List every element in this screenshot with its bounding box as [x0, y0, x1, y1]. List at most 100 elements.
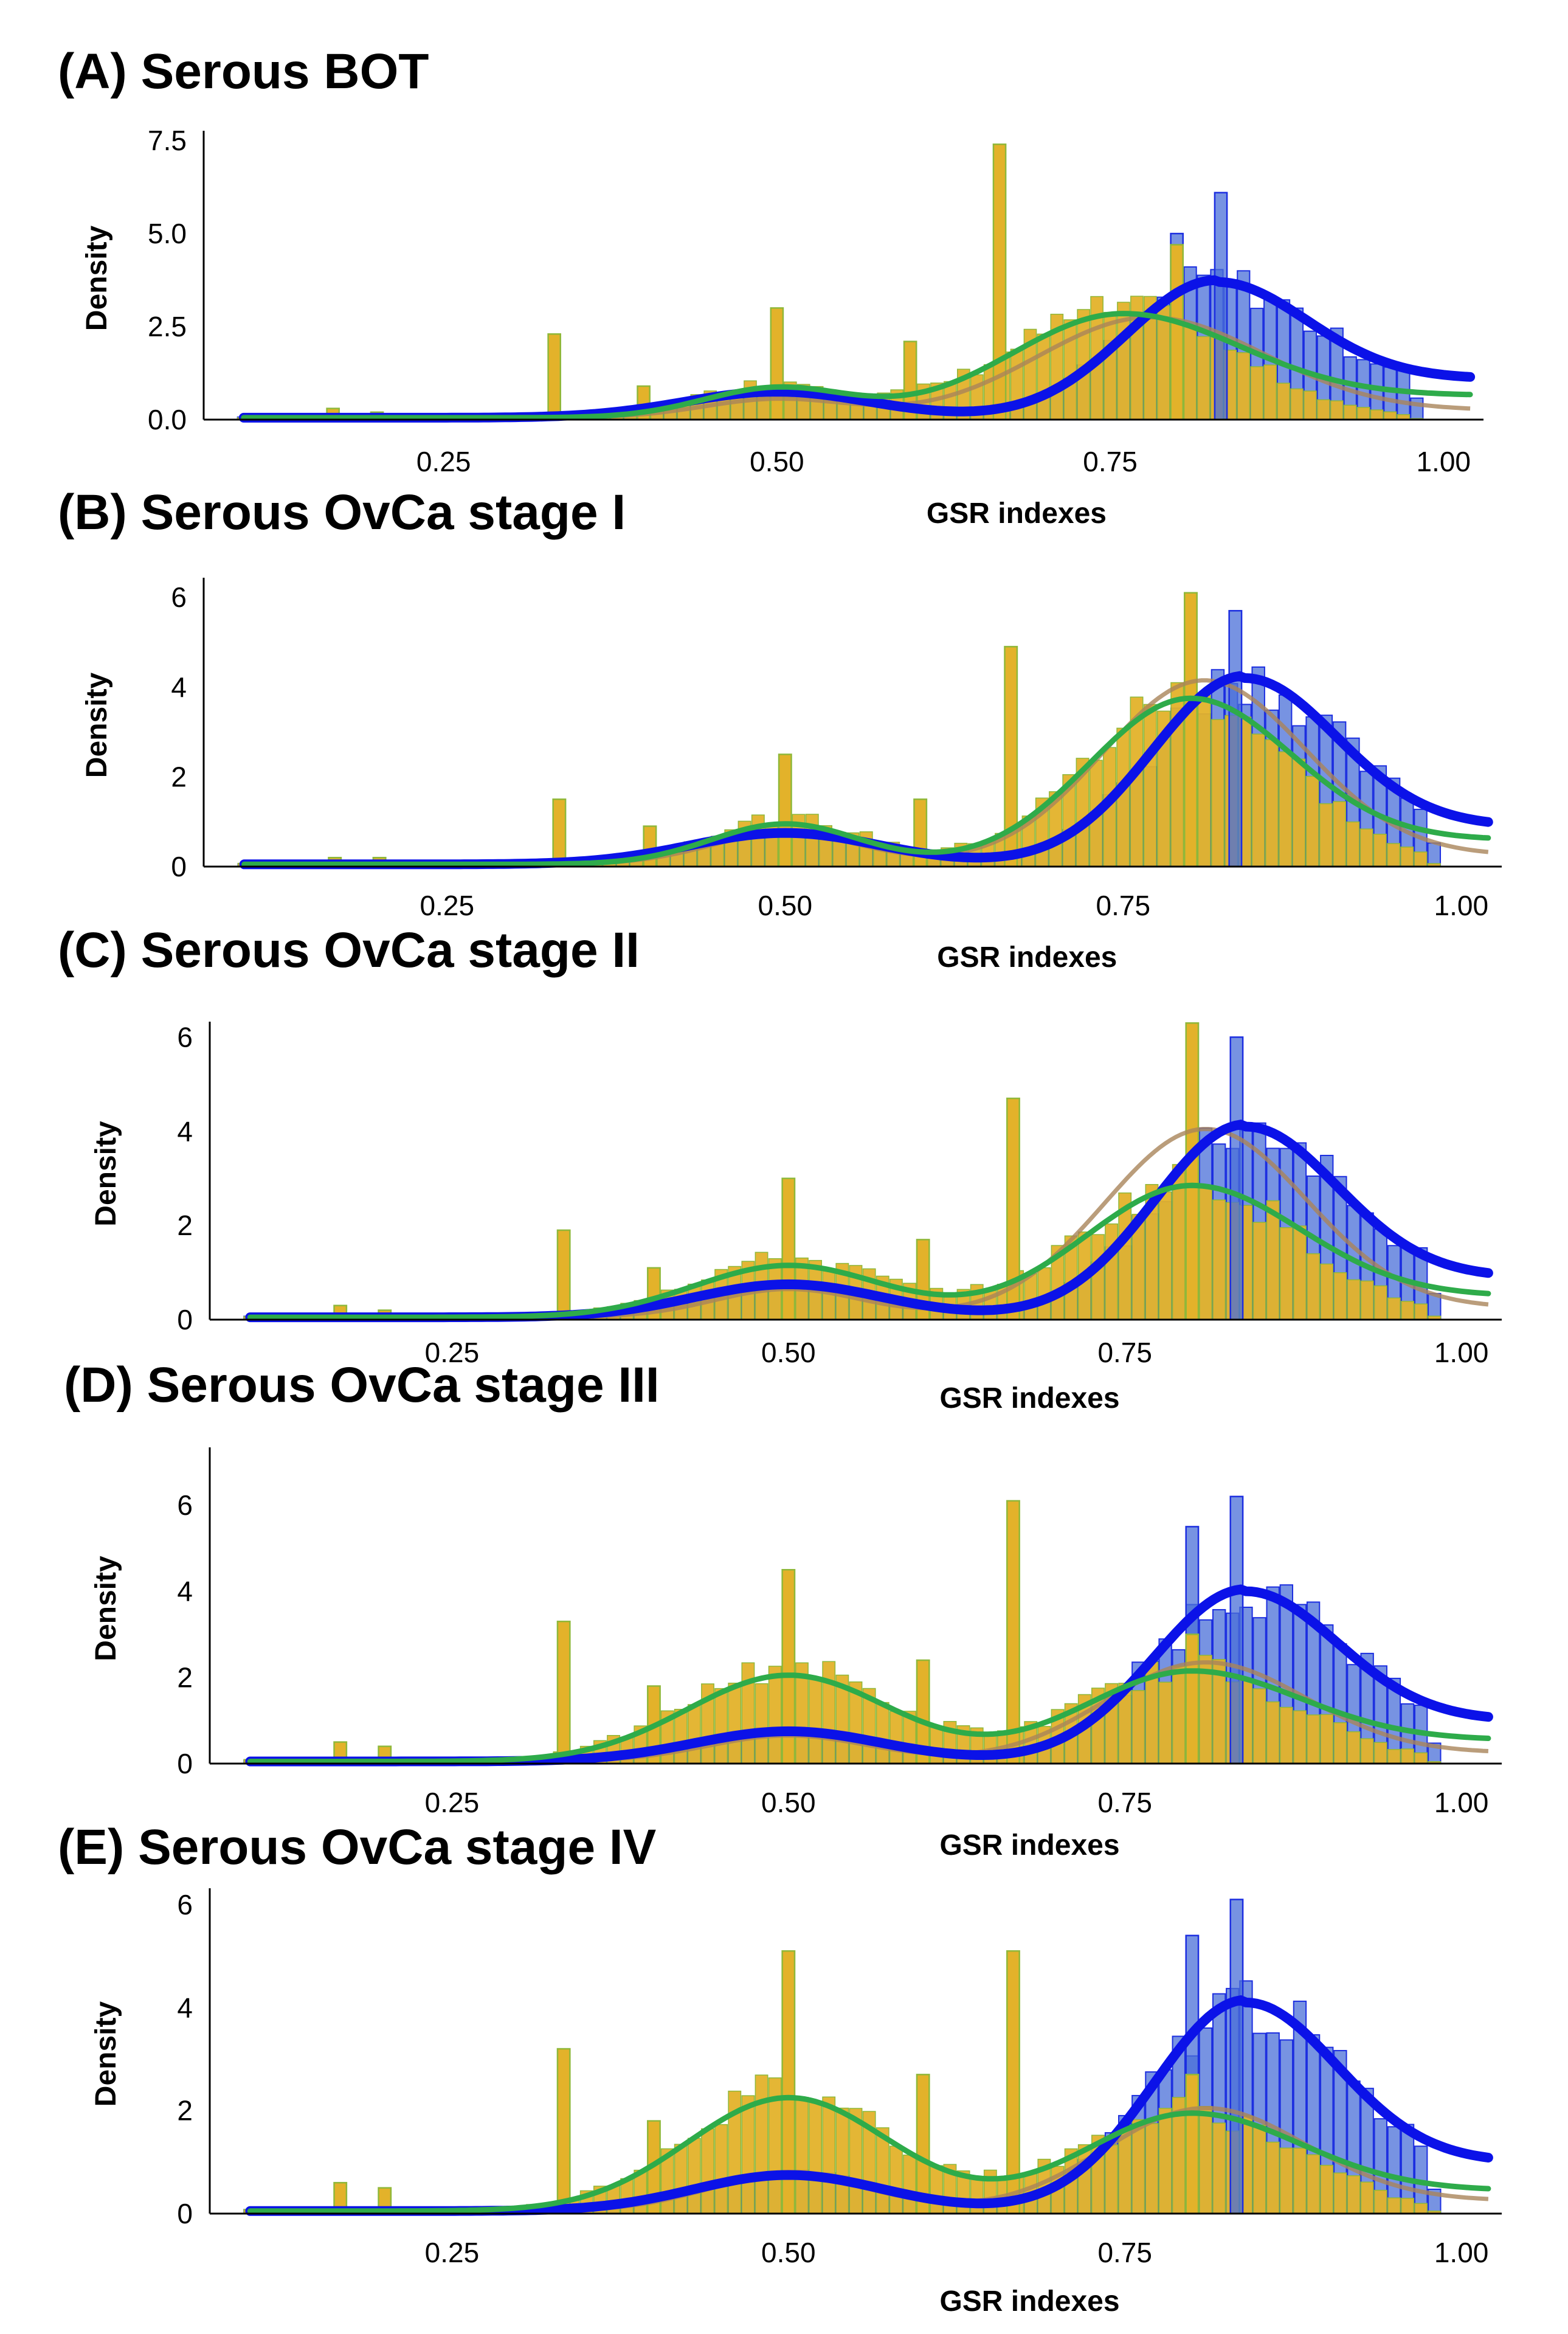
y-tick-label: 2	[177, 1661, 193, 1693]
histogram-bar-orange	[1401, 2198, 1414, 2214]
x-tick-label: 1.00	[1434, 1787, 1489, 1818]
chart-panel-5: (E) Serous OvCa stage IV 0 2 4 6 0.25 0.50 0.75…	[58, 1820, 1502, 2318]
histogram-bar-orange	[1370, 409, 1384, 420]
histogram-bar-orange	[1373, 2189, 1387, 2214]
chart-panel-1: (A) Serous BOT 0.0 2.5 5.0 7.5 0.25 0.50 0.75 1.…	[58, 44, 1483, 530]
histogram-spike-orange	[1185, 1633, 1200, 1765]
histogram-bar-orange	[1143, 704, 1157, 867]
y-tick-label: 0	[177, 1748, 193, 1779]
x-tick-label: 0.75	[1097, 2237, 1152, 2268]
histogram-bar-orange	[1279, 2147, 1293, 2214]
histogram-bar-orange	[930, 2165, 944, 2214]
histogram-bar-orange	[1347, 2175, 1361, 2214]
panel-title: (D) Serous OvCa stage III	[64, 1357, 660, 1413]
histogram-bar-orange	[1063, 319, 1077, 420]
x-axis-label: GSR indexes	[939, 1829, 1119, 1861]
histogram-spike-orange	[1184, 592, 1198, 868]
y-tick-label: 5.0	[148, 218, 187, 249]
histogram-bar-orange	[903, 2154, 916, 2214]
histogram-bar-orange	[687, 1704, 701, 1764]
histogram-bar-orange	[1307, 2154, 1321, 2214]
histogram-bar-orange	[1414, 1303, 1428, 1320]
y-tick-label: 2	[177, 2095, 193, 2127]
histogram-bar-orange	[1401, 1301, 1414, 1320]
histogram-bar-orange	[1263, 364, 1277, 420]
histogram-bar-orange	[1304, 390, 1317, 420]
y-tick-label: 2	[171, 761, 187, 792]
histogram-bar-orange	[1156, 305, 1170, 420]
histogram-bar-orange	[809, 1678, 823, 1764]
kde-curve-green	[241, 695, 1491, 867]
histogram-bar-orange	[1333, 1272, 1347, 1320]
x-axis-label: GSR indexes	[939, 2285, 1119, 2318]
histogram-bar-orange	[1320, 1714, 1334, 1764]
histogram-spike-blue	[1229, 1036, 1244, 1321]
histogram-bar-orange	[1414, 1752, 1428, 1764]
histogram-bar-orange	[687, 2138, 701, 2214]
histogram-bar-orange	[1252, 2124, 1266, 2214]
histogram-bar-orange	[751, 814, 765, 867]
x-tick-label: 0.75	[1097, 1337, 1152, 1368]
histogram-bar-orange	[1307, 1253, 1321, 1320]
histogram-bar-orange	[1158, 2108, 1172, 2214]
histogram-bar-orange	[1359, 828, 1373, 867]
histogram-bar-orange	[1199, 1187, 1212, 1320]
histogram-bar-orange	[1212, 1199, 1226, 1320]
panel-title: (A) Serous BOT	[58, 44, 429, 99]
histogram-bar-orange	[1131, 2119, 1145, 2214]
histogram-spike-blue	[1214, 192, 1228, 421]
histogram-bar-orange	[1373, 1742, 1387, 1764]
histogram-bar-orange	[714, 1688, 728, 1764]
histogram-bar-orange	[1387, 1749, 1401, 1764]
histogram-bar-orange	[1319, 803, 1333, 867]
histogram-bar-orange	[1105, 1223, 1119, 1320]
x-axis-label: GSR indexes	[937, 941, 1117, 974]
y-tick-label: 2	[177, 1210, 193, 1241]
histogram-bar-orange	[1383, 411, 1397, 420]
histogram-bar-orange	[1360, 2181, 1374, 2214]
y-tick-label: 4	[177, 1115, 193, 1147]
histogram-bar-orange	[1091, 1234, 1105, 1320]
histogram-spike-orange	[547, 333, 562, 421]
histogram-bar-orange	[755, 2074, 768, 2214]
histogram-spike-blue	[1229, 1899, 1244, 2215]
y-axis-label: Density	[81, 673, 113, 778]
histogram-bar-orange	[1118, 2128, 1132, 2214]
histogram-spike-orange	[1006, 1500, 1020, 1765]
histogram-bar-orange	[809, 2100, 823, 2214]
histogram-bar-orange	[1400, 847, 1414, 867]
y-axis-label: Density	[90, 1556, 122, 1661]
histogram-bar-orange	[1414, 851, 1428, 867]
x-tick-label: 1.00	[1434, 1337, 1489, 1368]
histogram-bar-orange	[1266, 2141, 1280, 2214]
histogram-spike-blue	[1228, 610, 1243, 868]
histogram-bar-orange	[1360, 1738, 1374, 1764]
histogram-bar-orange	[1387, 843, 1401, 867]
histogram-bar-orange	[1373, 1285, 1387, 1320]
histogram-bar-blue	[1410, 397, 1424, 421]
histogram-bar-orange	[1211, 719, 1224, 867]
y-axis-label: Density	[90, 2001, 122, 2107]
histogram-bar-orange	[1266, 1200, 1280, 1320]
histogram-spike-blue	[1229, 1495, 1244, 1765]
y-tick-label: 4	[177, 1992, 193, 2023]
histogram-bar-orange	[1360, 1280, 1374, 1320]
histogram-bar-orange	[1401, 1748, 1414, 1764]
histogram-bar-orange	[741, 2095, 755, 2214]
x-tick-label: 1.00	[1434, 890, 1489, 921]
y-tick-label: 0	[171, 851, 187, 882]
x-tick-label: 0.25	[425, 2237, 480, 2268]
histogram-bar-orange	[1387, 2197, 1401, 2214]
histogram-bar-orange	[835, 2107, 849, 2214]
histogram-bar-orange	[1277, 383, 1290, 420]
y-axis-label: Density	[90, 1121, 122, 1227]
y-tick-label: 7.5	[148, 125, 187, 156]
histogram-bar-orange	[1197, 336, 1211, 420]
histogram-bar-orange	[1293, 1225, 1307, 1320]
histogram-bar-orange	[1199, 2106, 1212, 2214]
histogram-bar-orange	[795, 2097, 809, 2214]
histogram-bar-orange	[1172, 1665, 1186, 1764]
histogram-bar-orange	[822, 1661, 836, 1764]
histogram-spike-orange	[781, 1177, 796, 1321]
